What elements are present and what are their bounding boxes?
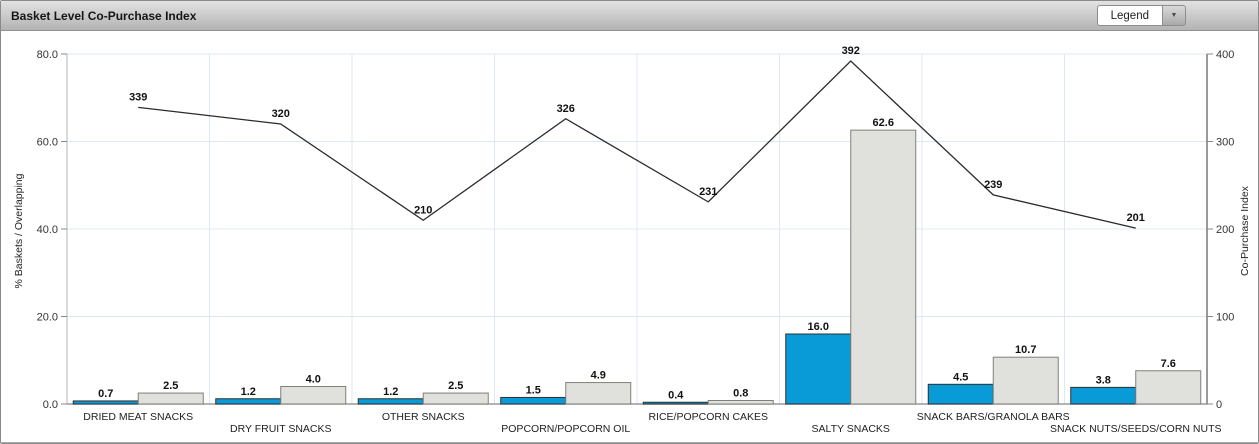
bar-blue-2[interactable]	[357, 398, 424, 405]
category-label-6: SNACK BARS/GRANOLA BARS	[917, 411, 1070, 423]
category-label-4: RICE/POPCORN CAKES	[648, 411, 768, 423]
left-tick-label: 40.0	[37, 224, 58, 236]
left-tick-label: 60.0	[37, 137, 58, 149]
chart-area: 0.0 20.0 40.0 60.0 80.0 0 100 200 300 400 0.7 2.5 1.…	[1, 31, 1258, 442]
category-label-5: SALTY SNACKS	[812, 423, 890, 435]
bar-gray-2[interactable]	[422, 392, 489, 405]
bar-gray-value: 10.7	[1015, 344, 1036, 356]
chevron-down-icon[interactable]: ▼	[1162, 5, 1186, 26]
bar-gray-value: 62.6	[873, 117, 894, 129]
left-tick-label: 80.0	[37, 49, 58, 61]
bar-gray-3[interactable]	[565, 382, 632, 405]
widget-header: Basket Level Co-Purchase Index Legend ▼	[1, 1, 1258, 31]
bar-blue-value: 16.0	[808, 321, 829, 333]
bar-gray-5[interactable]	[850, 129, 917, 405]
bar-blue-6[interactable]	[927, 383, 994, 405]
bar-gray-value: 4.9	[591, 370, 606, 382]
right-tick-label: 100	[1216, 312, 1234, 324]
bar-gray-6[interactable]	[992, 356, 1059, 405]
right-tick-label: 200	[1216, 224, 1234, 236]
left-tick-label: 20.0	[37, 312, 58, 324]
line-point-value: 392	[842, 45, 860, 57]
right-axis-title: Co-Purchase Index	[1239, 185, 1251, 276]
bar-blue-4[interactable]	[642, 401, 709, 405]
bar-gray-value: 2.5	[448, 380, 463, 392]
bar-blue-value: 4.5	[953, 371, 968, 383]
bar-blue-value: 1.2	[241, 386, 256, 398]
line-point-value: 231	[699, 186, 717, 198]
right-tick-label: 400	[1216, 49, 1234, 61]
category-label-0: DRIED MEAT SNACKS	[83, 411, 193, 423]
bar-blue-value: 0.7	[98, 388, 113, 400]
bar-blue-value: 3.8	[1096, 374, 1111, 386]
bar-blue-7[interactable]	[1070, 386, 1137, 405]
bar-blue-value: 1.2	[383, 386, 398, 398]
bar-gray-0[interactable]	[137, 392, 204, 405]
co-purchase-line[interactable]	[138, 60, 1136, 229]
bar-gray-4[interactable]	[707, 400, 774, 405]
page-title: Basket Level Co-Purchase Index	[11, 8, 197, 23]
category-label-1: DRY FRUIT SNACKS	[230, 423, 332, 435]
category-label-2: OTHER SNACKS	[382, 411, 465, 423]
footer-strip	[1, 442, 1258, 443]
left-axis-title: % Baskets / Overlapping	[13, 173, 25, 288]
bar-gray-value: 0.8	[733, 388, 748, 400]
right-tick-label: 0	[1216, 399, 1222, 411]
line-point-value: 339	[129, 91, 147, 103]
line-point-value: 201	[1127, 212, 1145, 224]
line-point-value: 239	[984, 179, 1002, 191]
right-tick-label: 300	[1216, 137, 1234, 149]
bar-blue-1[interactable]	[215, 398, 282, 405]
bar-blue-0[interactable]	[72, 400, 139, 405]
line-point-value: 210	[414, 204, 432, 216]
bar-gray-7[interactable]	[1135, 370, 1202, 405]
bar-blue-value: 0.4	[668, 389, 684, 401]
bar-gray-value: 2.5	[163, 380, 178, 392]
legend-dropdown-label[interactable]: Legend	[1096, 5, 1162, 26]
category-label-7: SNACK NUTS/SEEDS/CORN NUTS	[1050, 423, 1222, 435]
category-label-3: POPCORN/POPCORN OIL	[501, 423, 630, 435]
legend-dropdown[interactable]: Legend ▼	[1096, 5, 1186, 26]
bar-gray-value: 7.6	[1161, 358, 1176, 370]
bar-gray-1[interactable]	[280, 386, 347, 405]
bar-gray-value: 4.0	[306, 374, 321, 386]
left-tick-label: 0.0	[43, 399, 58, 411]
bar-blue-5[interactable]	[785, 333, 852, 405]
bar-blue-value: 1.5	[526, 384, 541, 396]
line-point-value: 326	[557, 103, 575, 115]
bar-blue-3[interactable]	[500, 396, 567, 405]
combo-chart: 0.0 20.0 40.0 60.0 80.0 0 100 200 300 400 0.7 2.5 1.…	[13, 45, 1251, 435]
line-point-value: 320	[272, 108, 290, 120]
